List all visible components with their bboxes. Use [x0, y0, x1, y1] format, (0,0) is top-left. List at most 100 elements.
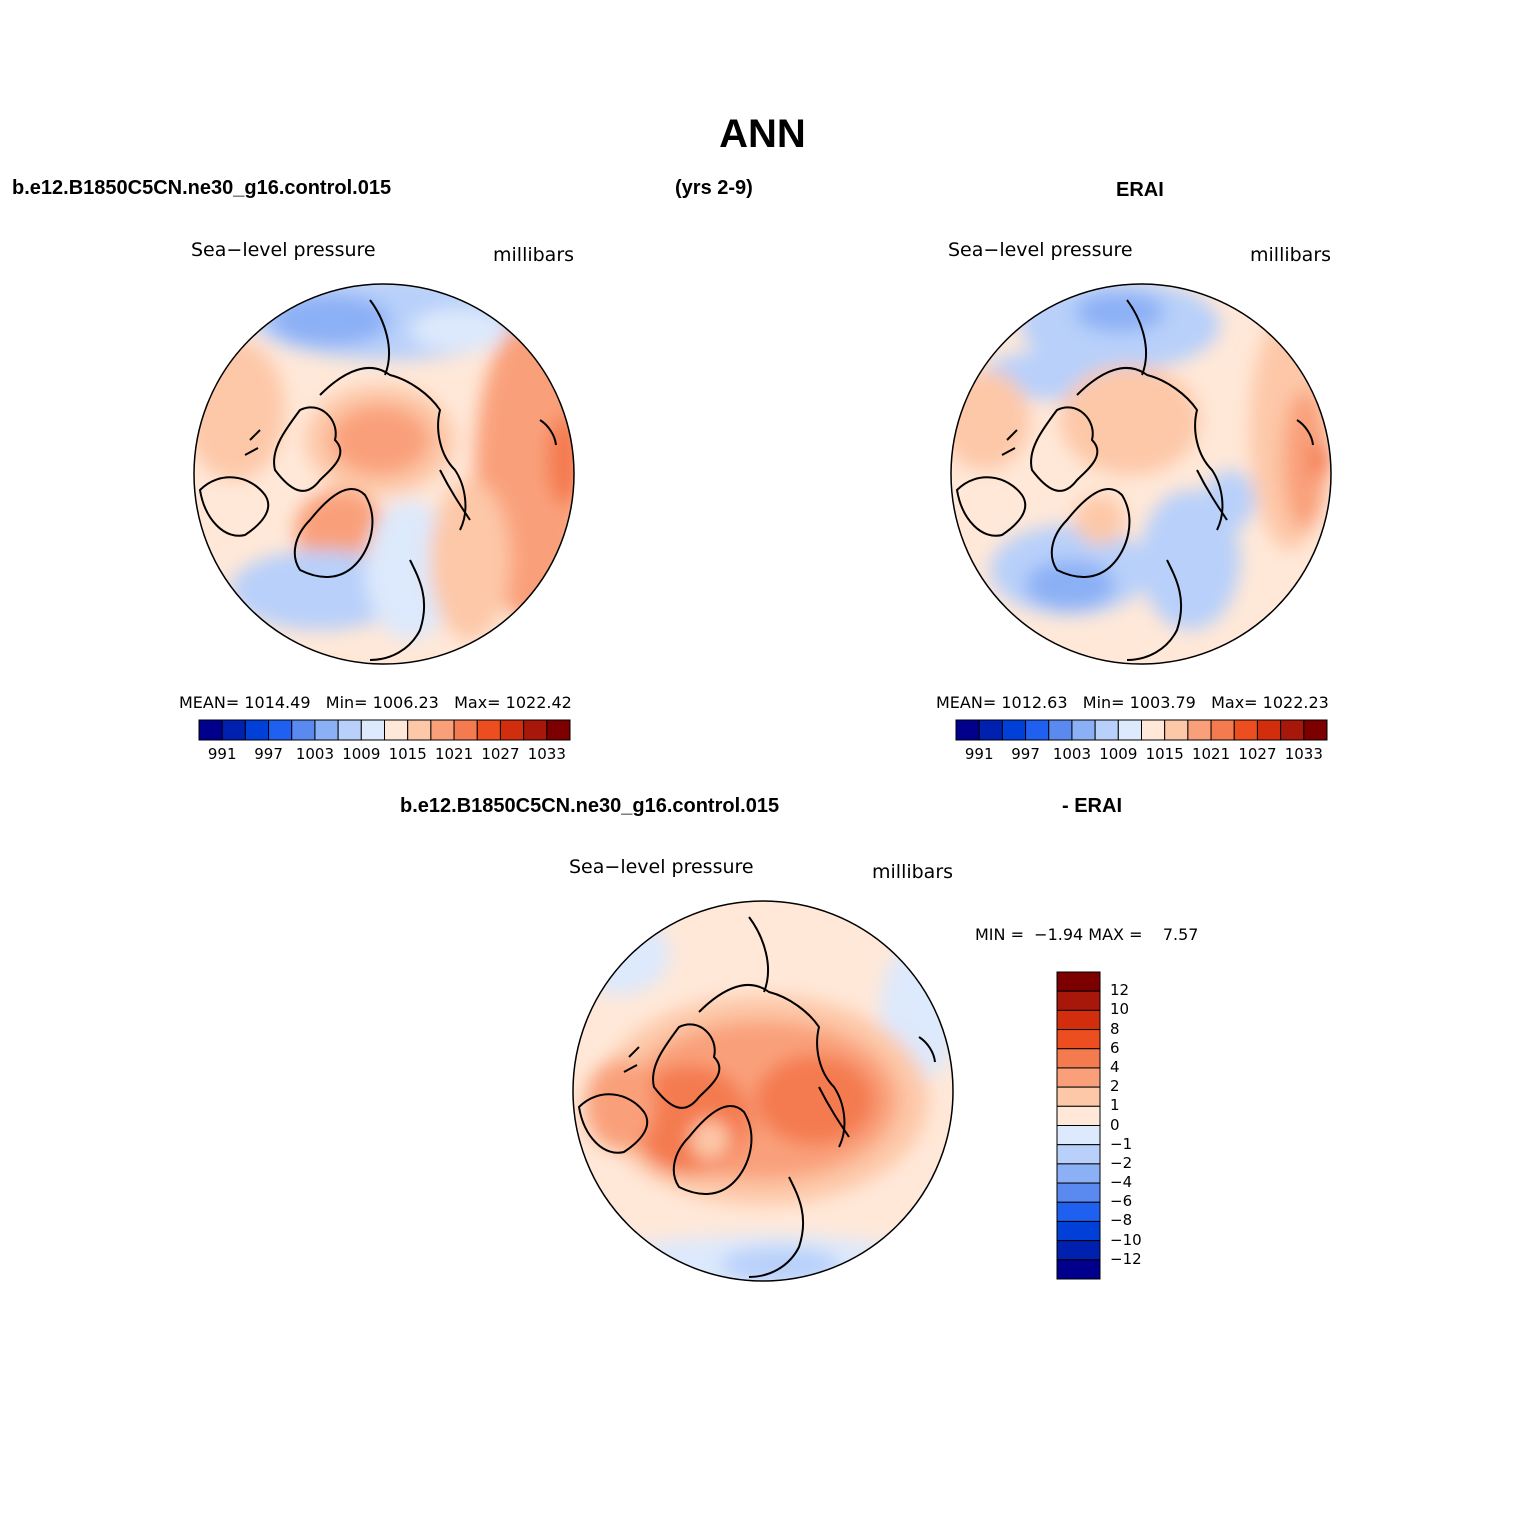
diff-colorbar-swatch [1056, 1048, 1101, 1069]
diff-colorbar-swatch [1056, 1125, 1101, 1146]
model-colorbar-swatch [407, 719, 432, 741]
obs-colorbar-tick-label: 1015 [1145, 745, 1184, 763]
diff-max-label: MAX = [1088, 925, 1143, 944]
model-colorbar-swatch [198, 719, 223, 741]
obs-colorbar-swatch [1117, 719, 1142, 741]
obs-colorbar-swatch [1210, 719, 1235, 741]
obs-stats: MEAN= 1012.63 Min= 1003.79 Max= 1022.23 [936, 693, 1329, 712]
model-colorbar-swatch [430, 719, 455, 741]
model-colorbar-tick-label: 1015 [388, 745, 427, 763]
diff-colorbar-swatch [1056, 1105, 1101, 1126]
model-units-label: millibars [493, 244, 575, 266]
model-variable-label: Sea−level pressure [191, 239, 376, 261]
obs-min-value: 1003.79 [1129, 693, 1196, 712]
model-colorbar-tick-label: 1027 [481, 745, 520, 763]
model-colorbar [198, 719, 571, 741]
diff-colorbar-tick-label: 12 [1110, 981, 1130, 1000]
diff-colorbar-swatch [1056, 1029, 1101, 1050]
model-colorbar-swatch [499, 719, 525, 741]
diff-colorbar-swatch [1056, 990, 1101, 1011]
obs-colorbar-swatch [978, 719, 1003, 741]
years-label: (yrs 2-9) [675, 177, 753, 199]
obs-min-label: Min= [1082, 693, 1125, 712]
obs-slp-map [951, 284, 1331, 664]
diff-colorbar-tick-label: −4 [1110, 1173, 1133, 1192]
model-coastlines [198, 299, 557, 661]
model-colorbar-swatch [291, 719, 316, 741]
model-colorbar-tick-label: 1033 [527, 745, 566, 763]
obs-max-label: Max= [1211, 693, 1258, 712]
diff-coastlines [577, 916, 936, 1278]
model-max-value: 1022.42 [505, 693, 572, 712]
obs-map-border [950, 283, 1332, 665]
obs-colorbar-swatch [1048, 719, 1073, 741]
obs-mean-value: 1012.63 [1001, 693, 1068, 712]
model-min-value: 1006.23 [372, 693, 439, 712]
model-colorbar-swatch [384, 719, 409, 741]
obs-colorbar-swatch [1303, 719, 1328, 741]
obs-colorbar-swatch [955, 719, 980, 741]
figure-title: ANN [719, 112, 806, 156]
obs-colorbar-tick-label: 1021 [1191, 745, 1231, 763]
diff-colorbar-tick-label: 0 [1110, 1115, 1120, 1134]
obs-colorbar-swatch [1233, 719, 1258, 741]
obs-colorbar-swatch [1280, 719, 1305, 741]
obs-mean-label: MEAN= [936, 693, 997, 712]
model-colorbar-swatch [360, 719, 385, 741]
diff-min-value: −1.94 [1034, 925, 1084, 944]
obs-colorbar-tick-label: 1003 [1052, 745, 1092, 763]
obs-colorbar-swatch [1094, 719, 1119, 741]
diff-colorbar-tick-label: 6 [1110, 1038, 1120, 1057]
model-colorbar-swatch [337, 719, 362, 741]
model-min-label: Min= [325, 693, 368, 712]
obs-colorbar-swatch [1187, 719, 1212, 741]
diff-colorbar-tick-label: 2 [1110, 1077, 1120, 1096]
diff-map-border [572, 900, 954, 1282]
obs-colorbar [955, 719, 1328, 741]
diff-colorbar-tick-label: −10 [1110, 1230, 1142, 1249]
model-stats: MEAN= 1014.49 Min= 1006.23 Max= 1022.42 [179, 693, 572, 712]
obs-colorbar-swatch [1071, 719, 1096, 741]
diff-variable-label: Sea−level pressure [569, 856, 754, 878]
diff-colorbar-swatch [1056, 1163, 1101, 1184]
model-colorbar-swatch [476, 719, 501, 741]
diff-colorbar-swatch [1056, 971, 1101, 992]
obs-colorbar-swatch [1256, 719, 1282, 741]
model-colorbar-swatch [268, 719, 293, 741]
obs-name: ERAI [1116, 179, 1164, 201]
model-colorbar-tick-label: 1003 [295, 745, 335, 763]
obs-colorbar-swatch [1001, 719, 1027, 741]
model-colorbar-swatch [244, 719, 270, 741]
model-colorbar-tick-label: 991 [207, 745, 237, 763]
diff-colorbar-swatch [1056, 1240, 1101, 1261]
diff-colorbar-tick-label: 4 [1110, 1057, 1120, 1076]
model-max-label: Max= [454, 693, 501, 712]
diff-slp-map [573, 901, 953, 1281]
model-mean-value: 1014.49 [244, 693, 311, 712]
obs-colorbar-tick-label: 1009 [1099, 745, 1138, 763]
diff-case-name: b.e12.B1850C5CN.ne30_g16.control.015 [400, 795, 780, 817]
diff-colorbar-tick-label: −8 [1110, 1211, 1133, 1230]
diff-min-label: MIN = [975, 925, 1024, 944]
diff-colorbar-tick-label: −12 [1110, 1249, 1142, 1268]
diff-units-label: millibars [872, 861, 954, 883]
diff-colorbar-swatch [1056, 1067, 1101, 1088]
model-mean-label: MEAN= [179, 693, 240, 712]
diff-colorbar-swatch [1056, 1220, 1101, 1242]
obs-colorbar-tick-label: 997 [1011, 745, 1040, 763]
diff-colorbar-tick-label: −6 [1110, 1192, 1133, 1211]
model-colorbar-tick-label: 997 [254, 745, 283, 763]
diff-max-value: 7.57 [1162, 925, 1199, 944]
diff-colorbar-tick-label: 10 [1110, 1000, 1130, 1019]
model-colorbar-tick-label: 1009 [342, 745, 381, 763]
model-colorbar-swatch [523, 719, 548, 741]
diff-colorbar-tick-label: −2 [1110, 1153, 1133, 1172]
obs-colorbar-swatch [1025, 719, 1050, 741]
obs-max-value: 1022.23 [1262, 693, 1329, 712]
obs-variable-label: Sea−level pressure [948, 239, 1133, 261]
diff-obs-name: - ERAI [1062, 795, 1122, 817]
diff-stats: MIN = −1.94 MAX = 7.57 [975, 925, 1198, 944]
model-colorbar-tick-label: 1021 [434, 745, 474, 763]
obs-colorbar-tick-label: 1033 [1284, 745, 1323, 763]
